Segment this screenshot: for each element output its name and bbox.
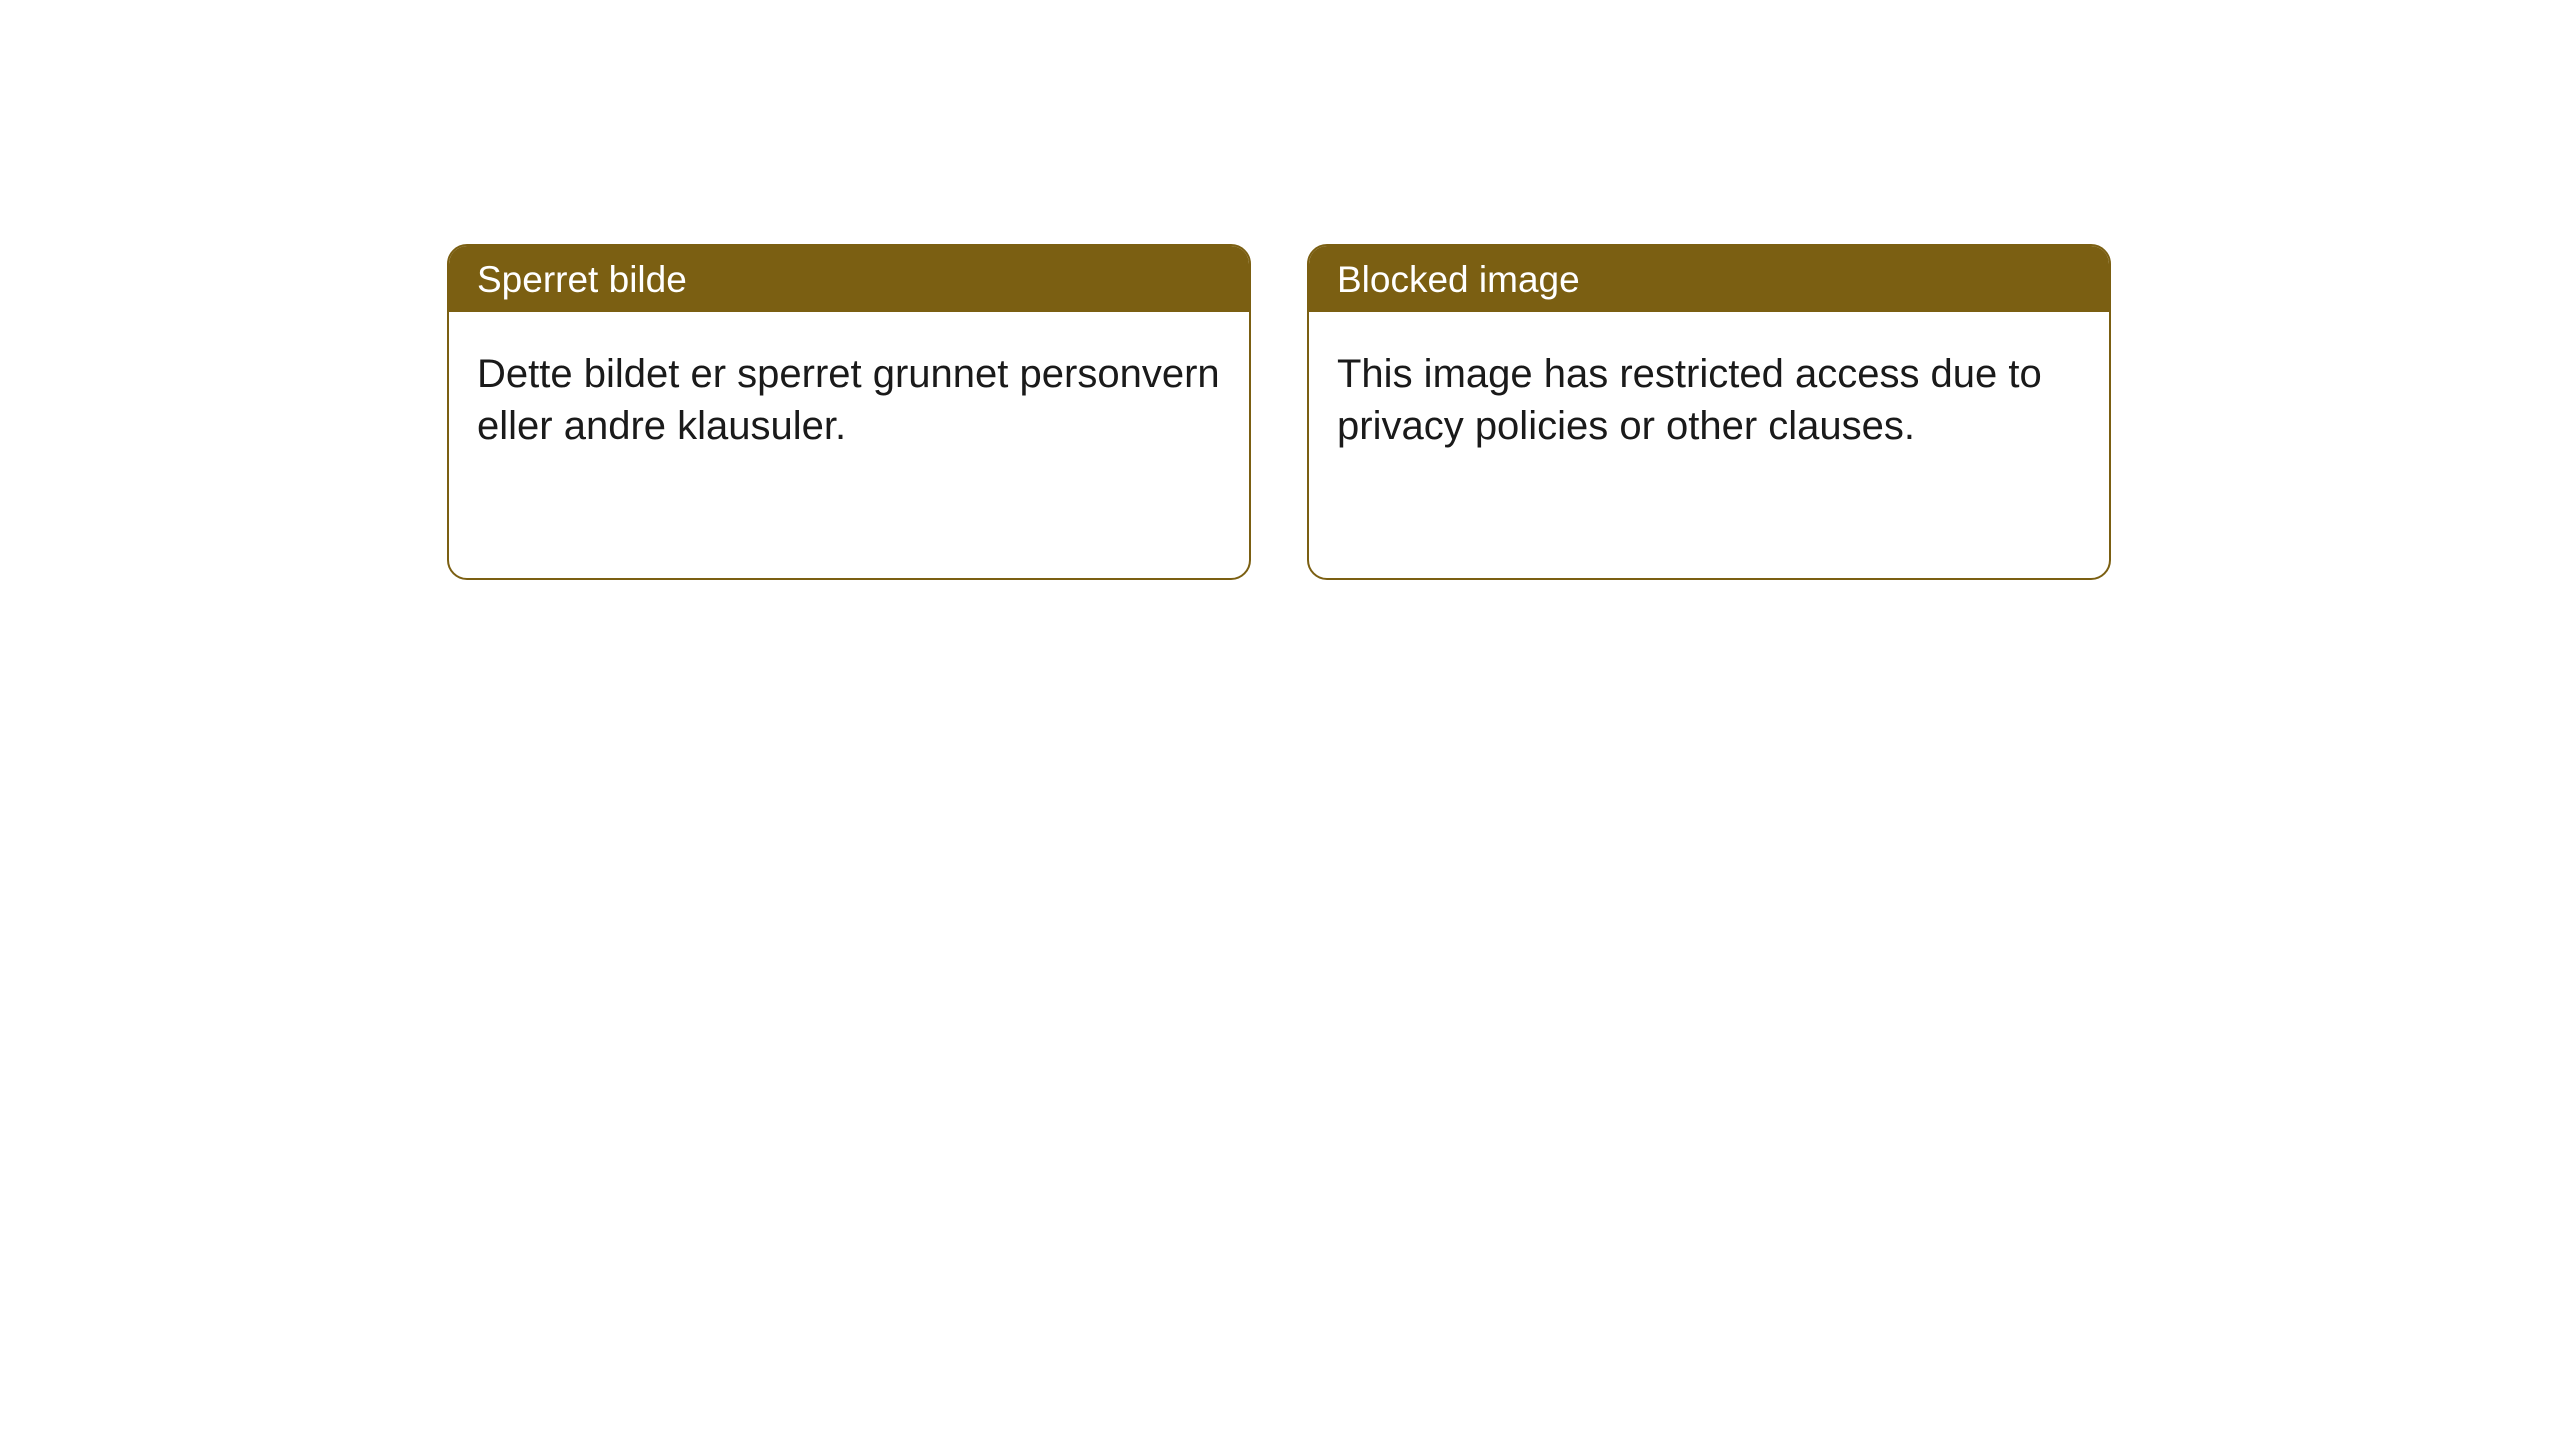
notice-card-body: Dette bildet er sperret grunnet personve…	[449, 312, 1249, 452]
notice-card-norwegian: Sperret bilde Dette bildet er sperret gr…	[447, 244, 1251, 580]
notice-message: This image has restricted access due to …	[1337, 352, 2042, 448]
notice-title: Blocked image	[1337, 259, 1580, 300]
notice-message: Dette bildet er sperret grunnet personve…	[477, 352, 1220, 448]
notice-card-header: Sperret bilde	[449, 246, 1249, 312]
notice-container: Sperret bilde Dette bildet er sperret gr…	[0, 0, 2560, 580]
notice-card-header: Blocked image	[1309, 246, 2109, 312]
notice-card-body: This image has restricted access due to …	[1309, 312, 2109, 452]
notice-card-english: Blocked image This image has restricted …	[1307, 244, 2111, 580]
notice-title: Sperret bilde	[477, 259, 687, 300]
